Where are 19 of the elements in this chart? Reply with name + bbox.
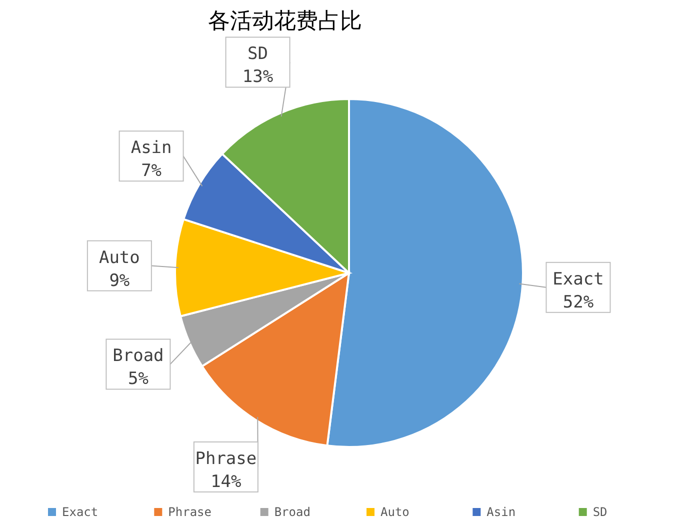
data-label: 52% xyxy=(562,292,594,312)
slice-label: Exact xyxy=(552,269,604,290)
slice-label: Broad xyxy=(112,346,164,366)
data-label: 14% xyxy=(210,472,242,492)
data-label: 5% xyxy=(128,369,148,390)
legend-label: Asin xyxy=(486,505,516,519)
legend-label: Exact xyxy=(62,505,98,519)
data-label: 7% xyxy=(141,161,162,182)
legend-label: Auto xyxy=(380,505,410,519)
data-label: 13% xyxy=(242,67,274,88)
legend-label: Phrase xyxy=(168,505,212,519)
chart-title: 各活动花费占比 xyxy=(208,9,362,34)
legend-label: SD xyxy=(592,505,608,519)
slice-label: SD xyxy=(248,44,268,64)
slice-label: Asin xyxy=(130,138,172,158)
slice-label: Auto xyxy=(98,248,140,268)
data-label: 9% xyxy=(109,270,130,291)
legend-label: Broad xyxy=(274,505,310,519)
slice-label: Phrase xyxy=(195,448,257,469)
